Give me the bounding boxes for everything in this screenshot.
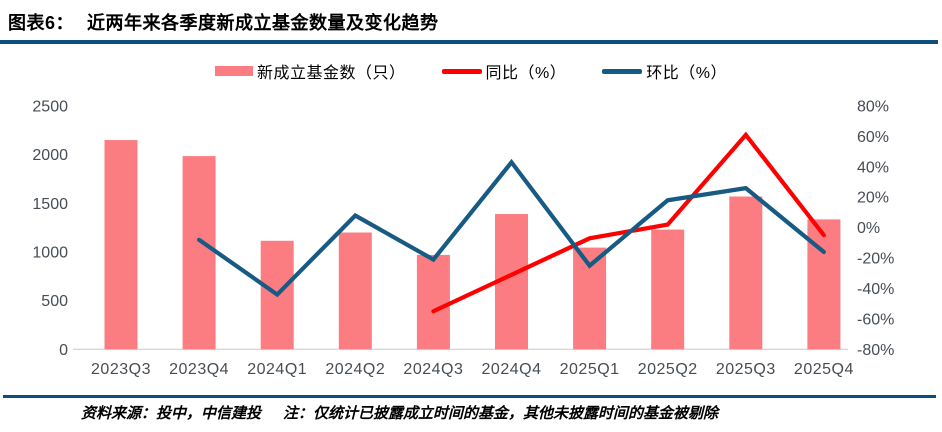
bar-2025Q4 xyxy=(807,219,841,350)
left-axis-tick: 2500 xyxy=(32,99,68,116)
qoq-series-swatch xyxy=(602,68,643,74)
combo-chart-canvas: 0 500 1000 1500 2000 2500 -80% -60% -40% -20% 0% 20… xyxy=(32,99,894,379)
yoy-series-swatch xyxy=(441,68,482,74)
source-note: 资料来源：投中，中信建投 注：仅统计已披露成立时间的基金，其他未披露时间的基金被剔… xyxy=(0,402,942,423)
left-axis-tick: 0 xyxy=(59,342,68,359)
x-axis-label-2023Q4: 2023Q4 xyxy=(169,361,229,378)
x-axis-label-2024Q2: 2024Q2 xyxy=(325,361,385,378)
x-axis-label-2024Q1: 2024Q1 xyxy=(247,361,307,378)
legend-item-yoy: 同比（%） xyxy=(441,59,567,83)
legend-item-new-funds: 新成立基金数（只） xyxy=(215,59,406,83)
right-axis-tick: 40% xyxy=(857,159,889,176)
right-axis-tick: 80% xyxy=(857,99,889,116)
right-axis-tick: -20% xyxy=(857,251,894,268)
right-axis-tick: 20% xyxy=(857,190,889,207)
x-axis-label-2024Q3: 2024Q3 xyxy=(403,361,463,378)
x-axis-label-2025Q2: 2025Q2 xyxy=(638,361,698,378)
left-axis-tick: 1500 xyxy=(32,196,68,213)
left-axis-tick: 1000 xyxy=(32,244,68,261)
figure-label: 图表6： xyxy=(8,13,75,33)
right-axis-tick: -60% xyxy=(857,311,894,328)
yoy-line xyxy=(431,131,827,314)
legend-label-yoy: 同比（%） xyxy=(485,65,567,82)
bar-2025Q2 xyxy=(651,229,685,350)
left-axis-tick: 2000 xyxy=(32,147,68,164)
legend-label-new-funds: 新成立基金数（只） xyxy=(257,65,406,82)
bar-series-swatch xyxy=(215,66,253,76)
x-axis-label-2025Q4: 2025Q4 xyxy=(794,361,854,378)
bar-2024Q2 xyxy=(338,232,372,350)
bar-2024Q3 xyxy=(416,254,450,350)
legend-item-qoq: 环比（%） xyxy=(602,59,727,83)
note-text: 注：仅统计已披露成立时间的基金，其他未披露时间的基金被剔除 xyxy=(283,406,719,422)
bar-2023Q3 xyxy=(104,140,138,350)
left-axis-tick: 500 xyxy=(41,293,68,310)
chart-legend: 新成立基金数（只） 同比（%） 环比（%） xyxy=(0,60,942,82)
right-axis-tick: 0% xyxy=(857,220,880,237)
bar-2025Q3 xyxy=(729,196,763,350)
bar-2023Q4 xyxy=(182,156,216,350)
figure-header: 图表6： 近两年来各季度新成立基金数量及变化趋势 xyxy=(0,0,942,35)
x-axis-label-2025Q1: 2025Q1 xyxy=(560,361,620,378)
right-axis-tick: -80% xyxy=(857,342,894,359)
footer-divider xyxy=(3,395,936,398)
figure-title: 近两年来各季度新成立基金数量及变化趋势 xyxy=(87,13,439,33)
source-text: 资料来源：投中，中信建投 xyxy=(81,406,262,422)
qoq-line xyxy=(197,158,827,298)
right-axis-tick: -40% xyxy=(857,281,894,298)
right-axis-tick: 60% xyxy=(857,129,889,146)
x-axis-label-2025Q3: 2025Q3 xyxy=(716,361,776,378)
x-axis-label-2023Q3: 2023Q3 xyxy=(91,361,151,378)
header-divider xyxy=(0,40,938,44)
x-axis-label-2024Q4: 2024Q4 xyxy=(482,361,542,378)
legend-label-qoq: 环比（%） xyxy=(646,65,727,82)
